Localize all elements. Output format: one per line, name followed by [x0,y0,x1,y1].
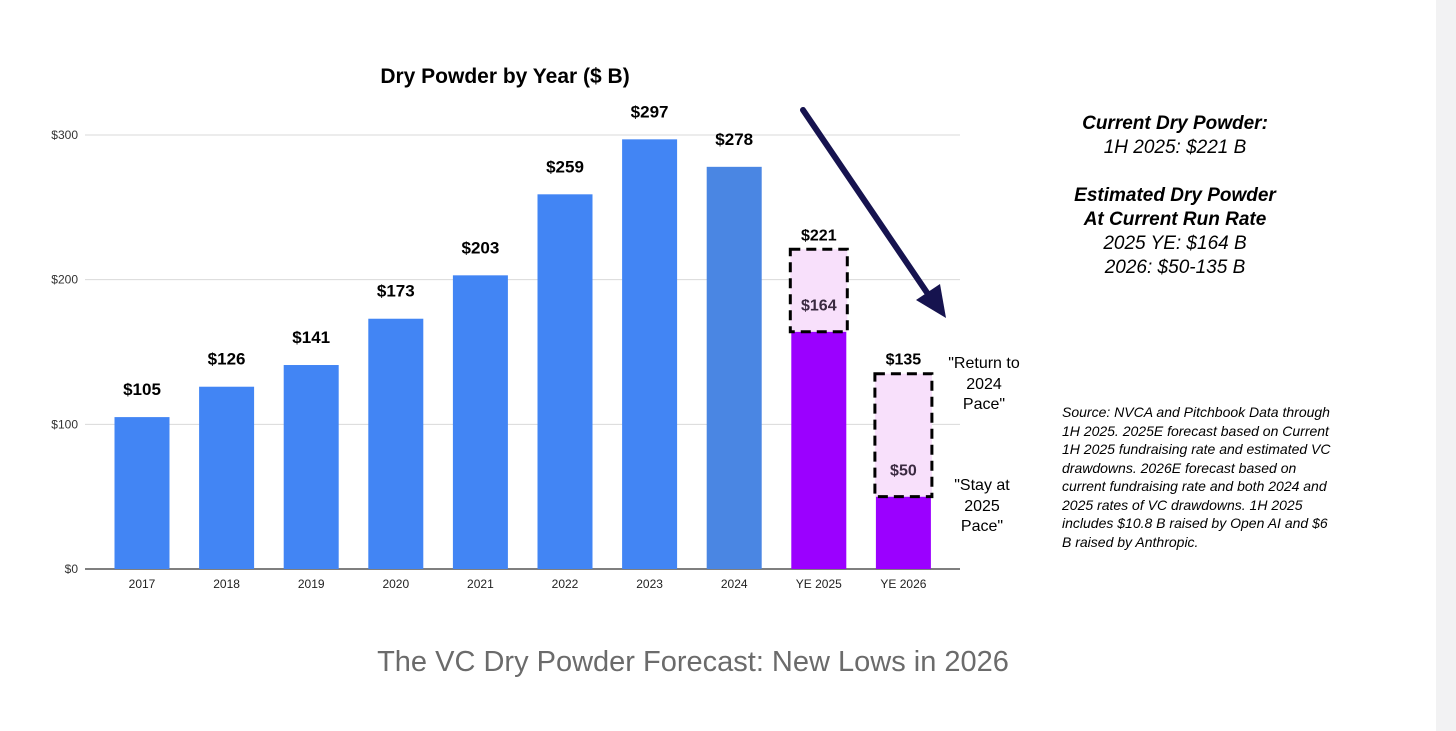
forecast-bar [791,331,847,569]
chart-title: Dry Powder by Year ($ B) [380,65,629,88]
y-tick-label: $0 [65,562,79,576]
x-tick-label: 2019 [298,577,325,591]
forecast-upper-label: $221 [801,227,837,244]
trend-arrow-shaft [800,107,935,303]
forecast-range-box [788,247,849,334]
x-tick-label: 2017 [129,577,156,591]
data-bar [537,194,593,569]
data-label: $50 [890,463,917,480]
estimated-heading-line-1: Estimated Dry Powder [1074,185,1276,206]
source-note: Source: NVCA and Pitchbook Data through … [1062,404,1331,550]
data-label: $126 [208,350,246,369]
return-pace-line-2: 2024 [966,375,1002,393]
y-tick-label: $200 [51,273,78,287]
data-bar [199,386,255,569]
x-tick-label: YE 2026 [880,577,926,591]
stay-pace-line-1: "Stay at [954,477,1010,494]
current-dry-powder-heading: Current Dry Powder: [1082,113,1268,134]
return-pace-line-3: Pace" [962,396,1006,413]
forecast-upper-label: $135 [886,352,922,369]
x-tick-label: 2022 [552,577,579,591]
dry-powder-summary: Current Dry Powder: 1H 2025: $221 B Esti… [1040,112,1310,280]
estimated-2026-value: 2026: $50-135 B [1104,257,1246,278]
data-label: $297 [631,102,669,121]
x-tick-label: 2023 [636,577,663,591]
data-bar [368,318,424,569]
x-tick-label: 2021 [467,577,494,591]
estimated-2025-value: 2025 YE: $164 B [1103,233,1247,254]
data-label: $141 [292,328,330,347]
return-pace-line-1: "Return to [948,355,1020,372]
page-side-margin [1436,0,1456,731]
data-bar [452,275,508,569]
y-tick-label: $300 [51,128,78,142]
stay-pace-line-3: Pace" [960,518,1004,535]
trend-arrow-head [916,284,946,318]
stay-pace-line-2: 2025 [964,497,1000,515]
y-tick-label: $100 [51,417,78,431]
data-label: $164 [801,298,837,315]
data-bar [622,139,678,569]
data-label: $203 [461,238,499,257]
x-tick-label: 2020 [382,577,409,591]
data-label: $173 [377,282,415,301]
data-bar [706,166,762,569]
data-label: $105 [123,380,161,399]
forecast-range-box [873,372,934,499]
return-to-2024-pace-note: "Return to 2024 Pace" [938,354,1030,416]
figure-caption: The VC Dry Powder Forecast: New Lows in … [377,646,1009,678]
x-tick-label: 2024 [721,577,748,591]
estimated-heading-line-2: At Current Run Rate [1083,209,1267,230]
data-bar [283,365,339,569]
current-dry-powder-value: 1H 2025: $221 B [1103,137,1247,158]
stay-at-2025-pace-note: "Stay at 2025 Pace" [944,476,1020,538]
data-label: $278 [715,130,753,149]
forecast-bar [875,496,931,569]
data-label: $259 [546,157,584,176]
data-bar [114,417,170,569]
x-tick-label: YE 2025 [796,577,842,591]
x-tick-label: 2018 [213,577,240,591]
